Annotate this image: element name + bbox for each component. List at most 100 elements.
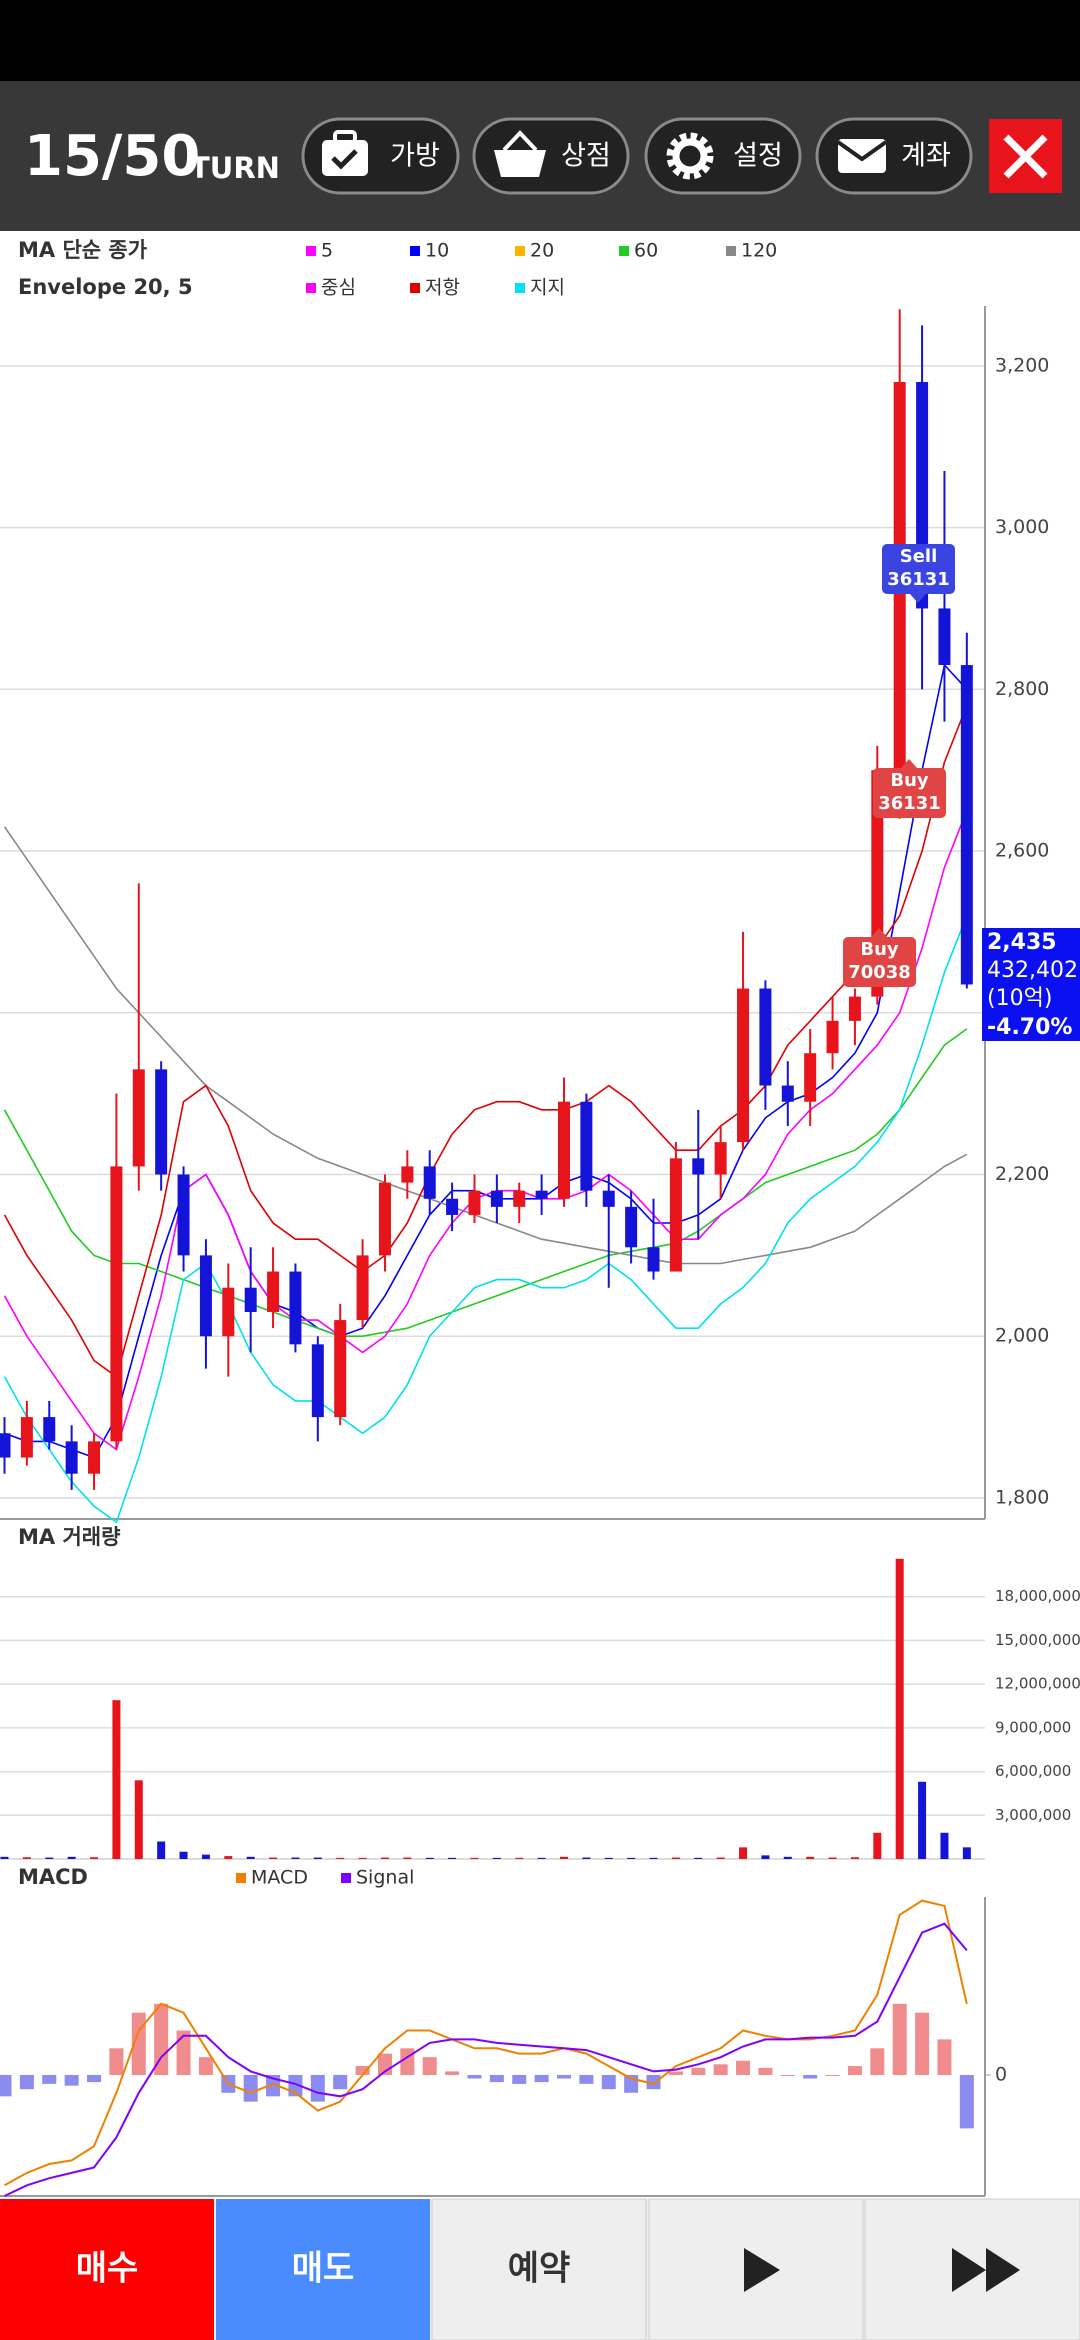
macd-histogram-bar	[333, 2074, 348, 2090]
button-label: 설정	[733, 141, 783, 172]
candle-body	[602, 1190, 615, 1207]
fast-forward-button[interactable]	[864, 2198, 1080, 2340]
shop-button[interactable]: 상점	[472, 117, 630, 195]
macd-histogram-bar	[713, 2064, 728, 2075]
trade-marker	[843, 937, 916, 987]
legend-swatch	[410, 283, 420, 293]
volume-bar	[90, 1857, 99, 1859]
volume-bar	[761, 1855, 770, 1859]
indicator-line	[3, 826, 968, 1265]
trade-marker-label: Sell	[900, 546, 938, 567]
candle-body	[446, 1198, 459, 1215]
macd-histogram-bar	[176, 2030, 191, 2075]
macd-histogram-bar	[131, 2012, 146, 2075]
legend-swatch	[236, 1873, 246, 1883]
current-volume: 432,402	[987, 958, 1078, 983]
button-label: 매도	[292, 2249, 355, 2289]
volume-bar	[313, 1857, 322, 1859]
macd-histogram-bar	[646, 2074, 661, 2090]
volume-bar	[246, 1856, 255, 1859]
account-button[interactable]: 계좌	[815, 117, 973, 195]
macd-histogram-bar	[691, 2067, 706, 2075]
macd-histogram-bar	[64, 2074, 79, 2086]
candle-body	[423, 1166, 436, 1199]
macd-histogram-bar	[915, 2012, 930, 2075]
macd-histogram-bar	[736, 2060, 751, 2075]
basket-icon	[502, 130, 538, 152]
y-tick-label: 2,600	[995, 840, 1049, 862]
button-bg	[0, 2199, 214, 2340]
macd-histogram-bar	[557, 2074, 571, 2079]
candle-body	[826, 1020, 839, 1054]
y-tick-label: 15,000,000	[995, 1631, 1080, 1649]
play-button[interactable]	[648, 2198, 864, 2340]
candle-body	[580, 1101, 593, 1191]
macd-histogram-bar	[959, 2074, 974, 2129]
legend-label: Signal	[356, 1867, 414, 1889]
volume-bar	[716, 1857, 725, 1859]
volume-bar	[0, 1856, 9, 1859]
settings-button[interactable]: 설정	[644, 117, 802, 195]
volume-bar	[649, 1857, 658, 1859]
macd-histogram-bar	[758, 2067, 773, 2075]
button-label: 상점	[561, 141, 611, 172]
y-tick-label: 0	[995, 2063, 1007, 2085]
current-unit: (10억)	[987, 986, 1052, 1011]
legend-swatch	[410, 246, 420, 256]
button-label: 가방	[390, 141, 440, 172]
bag-icon	[333, 130, 357, 144]
volume-bar	[134, 1780, 143, 1859]
trade-marker-quantity: 36131	[878, 793, 941, 814]
y-tick-label: 3,000,000	[995, 1806, 1071, 1824]
legend-swatch	[619, 246, 629, 256]
candle-body	[692, 1158, 705, 1175]
candle-body	[848, 996, 861, 1021]
macd-histogram-bar	[512, 2074, 527, 2084]
volume-bar	[873, 1832, 882, 1859]
reserve-button[interactable]: 예약	[431, 2198, 647, 2340]
macd-histogram-bar	[87, 2074, 102, 2083]
indicator-title: MA 단순 종가	[18, 238, 148, 262]
buy-button[interactable]: 매수	[0, 2199, 214, 2340]
candle-body	[490, 1190, 503, 1207]
candle-body	[737, 988, 750, 1143]
macd-histogram-bar	[847, 2066, 862, 2075]
candle-body	[513, 1190, 526, 1207]
indicator-line	[4, 1922, 968, 2197]
close-button[interactable]	[989, 119, 1062, 193]
sell-button[interactable]: 매도	[216, 2199, 430, 2340]
volume-bar	[895, 1558, 904, 1859]
candle-body	[110, 1166, 123, 1442]
macd-histogram-bar	[937, 2039, 952, 2075]
volume-bar	[470, 1857, 479, 1859]
mail-icon	[836, 140, 888, 162]
legend-swatch	[726, 246, 736, 256]
macd-histogram-bar	[42, 2074, 57, 2084]
trade-marker-quantity: 36131	[887, 569, 950, 590]
macd-histogram-bar	[534, 2074, 549, 2083]
trade-marker	[873, 768, 946, 818]
bag-button[interactable]: 가방	[301, 117, 460, 195]
macd-histogram-bar	[19, 2074, 34, 2090]
macd-histogram-bar	[0, 2074, 12, 2097]
volume-bar	[224, 1856, 233, 1859]
volume-bar	[291, 1857, 300, 1859]
legend-label: 중심	[321, 277, 356, 299]
volume-bar	[694, 1857, 703, 1859]
volume-bar	[179, 1851, 188, 1859]
volume-bar	[604, 1857, 613, 1859]
indicator-line	[3, 915, 968, 1524]
volume-bar	[201, 1854, 210, 1859]
candle-body	[558, 1101, 570, 1199]
macd-histogram-bar	[198, 2057, 213, 2075]
candle-body	[267, 1271, 280, 1312]
current-price: 2,435	[987, 930, 1057, 955]
macd-histogram-bar	[243, 2074, 258, 2102]
candle-body	[20, 1417, 33, 1458]
indicator-line	[4, 1899, 968, 2187]
volume-bar	[67, 1856, 76, 1859]
turn-label: TURN	[190, 151, 280, 185]
volume-bar	[739, 1847, 748, 1859]
legend-swatch	[341, 1873, 351, 1883]
